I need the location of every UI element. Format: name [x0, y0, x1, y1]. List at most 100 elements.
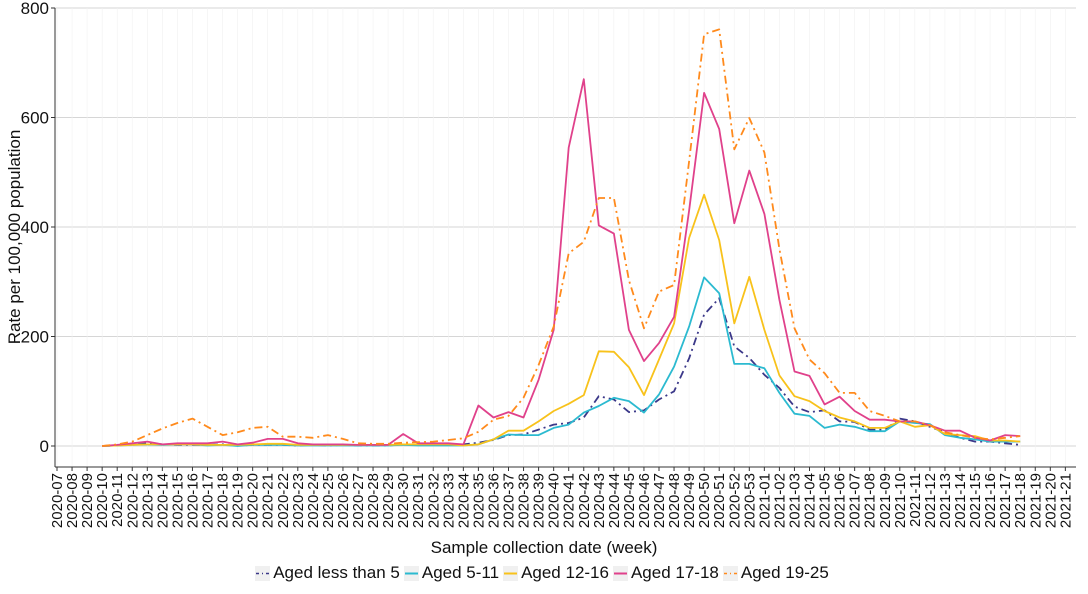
x-tick-label: 2020-41 — [561, 473, 578, 528]
series-line-aged-19-25 — [102, 28, 1021, 447]
x-tick-label: 2020-24 — [305, 473, 322, 528]
x-tick-label: 2021-03 — [786, 473, 803, 528]
x-tick-label: 2021-17 — [997, 473, 1014, 528]
x-tick-label: 2020-35 — [470, 473, 487, 528]
y-axis-label: Rate per 100,000 population — [5, 130, 24, 345]
x-tick-label: 2020-27 — [350, 473, 367, 528]
x-tick-label: 2020-46 — [636, 473, 653, 528]
x-tick-label: 2020-13 — [139, 473, 156, 528]
y-tick-label: 400 — [21, 218, 49, 237]
x-tick-label: 2021-07 — [847, 473, 864, 528]
series-line-aged-5-11 — [102, 276, 1021, 447]
legend-key-solid-pink — [612, 565, 628, 581]
x-tick-label: 2020-12 — [124, 473, 141, 528]
x-tick-label: 2021-08 — [862, 473, 879, 528]
x-tick-label: 2020-31 — [410, 473, 427, 528]
x-tick-label: 2020-40 — [546, 473, 563, 528]
x-tick-label: 2020-28 — [365, 473, 382, 528]
legend-item-5-11: Aged 5-11 — [403, 563, 500, 583]
x-tick-label: 2020-36 — [485, 473, 502, 528]
x-axis-ticks: 2020-072020-082020-092020-102020-112020-… — [49, 467, 1074, 528]
legend-label: Aged 19-25 — [740, 563, 829, 582]
x-tick-label: 2020-14 — [154, 473, 171, 528]
legend-key-dashdot-navy — [255, 565, 271, 581]
x-tick-label: 2021-19 — [1027, 473, 1044, 528]
x-tick-label: 2020-49 — [681, 473, 698, 528]
legend-label: Aged 12-16 — [521, 563, 609, 582]
x-tick-label: 2020-21 — [260, 473, 277, 528]
legend-label: Aged 5-11 — [421, 563, 500, 582]
series-lines — [102, 28, 1021, 447]
x-tick-label: 2020-37 — [501, 473, 518, 528]
x-tick-label: 2021-10 — [892, 473, 909, 528]
x-tick-label: 2020-09 — [79, 473, 96, 528]
y-tick-label: 600 — [21, 109, 49, 128]
x-tick-label: 2020-34 — [455, 473, 472, 528]
x-tick-label: 2020-33 — [440, 473, 457, 528]
x-tick-label: 2020-23 — [290, 473, 307, 528]
x-tick-label: 2020-44 — [606, 473, 623, 528]
x-tick-label: 2021-13 — [937, 473, 954, 528]
legend: Aged less than 5 Aged 5-11 Aged 12-16 Ag… — [0, 563, 1088, 583]
x-tick-label: 2021-02 — [771, 473, 788, 528]
x-tick-label: 2020-22 — [275, 473, 292, 528]
x-axis-label: Sample collection date (week) — [430, 538, 658, 557]
x-tick-label: 2020-32 — [425, 473, 442, 528]
y-tick-label: 200 — [21, 328, 49, 347]
x-tick-label: 2021-16 — [982, 473, 999, 528]
y-tick-label: 800 — [21, 0, 49, 18]
x-tick-label: 2020-18 — [215, 473, 232, 528]
legend-key-solid-cyan — [403, 565, 419, 581]
x-tick-label: 2021-01 — [756, 473, 773, 528]
x-tick-label: 2020-38 — [516, 473, 533, 528]
x-tick-label: 2020-19 — [230, 473, 247, 528]
x-tick-label: 2021-09 — [877, 473, 894, 528]
x-tick-label: 2020-30 — [395, 473, 412, 528]
x-tick-label: 2020-07 — [49, 473, 66, 528]
x-tick-label: 2020-45 — [621, 473, 638, 528]
x-tick-label: 2020-26 — [335, 473, 352, 528]
legend-key-dashdot-orange — [722, 565, 738, 581]
x-tick-label: 2020-51 — [711, 473, 728, 528]
x-tick-label: 2020-43 — [591, 473, 608, 528]
series-line-aged-12-16 — [102, 193, 1021, 447]
x-tick-label: 2020-20 — [245, 473, 262, 528]
x-tick-label: 2021-20 — [1042, 473, 1059, 528]
legend-item-19-25: Aged 19-25 — [722, 563, 829, 583]
legend-item-12-16: Aged 12-16 — [503, 563, 609, 583]
x-tick-label: 2020-17 — [200, 473, 217, 528]
x-tick-label: 2020-11 — [109, 473, 126, 527]
x-tick-label: 2021-06 — [832, 473, 849, 528]
x-tick-label: 2020-29 — [380, 473, 397, 528]
x-tick-label: 2021-14 — [952, 473, 969, 528]
x-tick-label: 2021-21 — [1057, 473, 1074, 528]
x-tick-label: 2021-15 — [967, 473, 984, 528]
legend-item-17-18: Aged 17-18 — [612, 563, 719, 583]
legend-label: Aged 17-18 — [630, 563, 719, 582]
x-tick-label: 2021-12 — [922, 473, 939, 528]
x-tick-label: 2020-10 — [94, 473, 111, 528]
legend-label: Aged less than 5 — [273, 563, 400, 582]
x-tick-label: 2020-47 — [651, 473, 668, 528]
x-tick-label: 2021-11 — [907, 473, 924, 527]
series-line-aged-less-than-5 — [102, 297, 1021, 447]
y-tick-label: 0 — [40, 437, 49, 456]
x-tick-label: 2020-25 — [320, 473, 337, 528]
gridlines — [55, 7, 1076, 467]
legend-key-solid-yellow — [503, 565, 519, 581]
series-line-aged-17-18 — [102, 78, 1021, 447]
x-tick-label: 2020-42 — [576, 473, 593, 528]
x-tick-label: 2020-48 — [666, 473, 683, 528]
x-tick-label: 2021-18 — [1012, 473, 1029, 528]
x-tick-label: 2020-53 — [741, 473, 758, 528]
legend-item-under-5: Aged less than 5 — [255, 563, 400, 583]
x-tick-label: 2020-16 — [184, 473, 201, 528]
x-tick-label: 2020-08 — [64, 473, 81, 528]
x-tick-label: 2021-05 — [817, 473, 834, 528]
x-tick-label: 2021-04 — [802, 473, 819, 528]
x-tick-label: 2020-39 — [531, 473, 548, 528]
x-tick-label: 2020-15 — [169, 473, 186, 528]
x-tick-label: 2020-52 — [726, 473, 743, 528]
y-axis-ticks: 0 200 400 600 800 — [21, 0, 55, 456]
